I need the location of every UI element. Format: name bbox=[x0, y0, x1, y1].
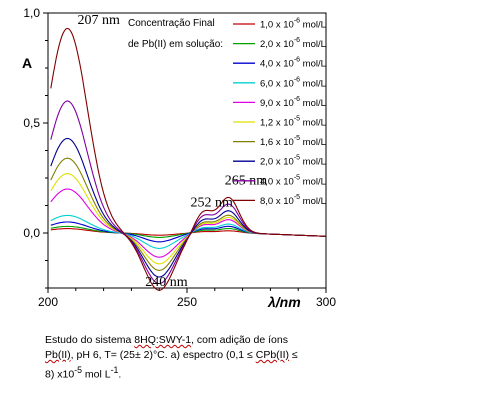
axis-ticks bbox=[43, 12, 327, 293]
x-tick-label: 250 bbox=[177, 295, 197, 309]
peak-annotation: 252 nm bbox=[191, 196, 234, 211]
peak-annotation: 207 nm bbox=[77, 13, 120, 28]
legend-label: 1,0 x 10-6 mol/L bbox=[260, 18, 326, 31]
caption-line-1: Estudo do sistema 8HQ:SWY-1, com adição … bbox=[45, 333, 375, 348]
legend-label: 1,6 x 10-5 mol/L bbox=[260, 135, 326, 148]
legend: Concentração Final de Pb(II) em solução:… bbox=[128, 18, 326, 207]
caption-ion: Pb(II) bbox=[45, 349, 71, 361]
caption-text: Estudo do sistema bbox=[45, 334, 135, 346]
caption-concentration: CPb(II) bbox=[255, 349, 289, 361]
legend-label: 4,0 x 10-5 mol/L bbox=[260, 174, 326, 187]
y-tick-label: 0,0 bbox=[23, 226, 40, 240]
caption-text: mol L bbox=[81, 368, 111, 381]
y-axis-title: A bbox=[22, 55, 32, 71]
caption-line-3: 8) x10-5 mol L-1. bbox=[45, 363, 375, 383]
legend-label: 2,0 x 10-6 mol/L bbox=[260, 37, 326, 50]
legend-label: 9,0 x 10-6 mol/L bbox=[260, 96, 326, 109]
legend-label: 2,0 x 10-5 mol/L bbox=[260, 155, 326, 168]
caption-text: , pH 6, T= (25± 2)°C. a) espectro (0,1 ≤ bbox=[70, 349, 256, 361]
tick-labels: 200 250 300 0,0 0,5 1,0 bbox=[23, 6, 336, 309]
caption-line-2: Pb(II), pH 6, T= (25± 2)°C. a) espectro … bbox=[45, 348, 375, 363]
legend-title-line-2: de Pb(II) em solução: bbox=[128, 39, 223, 50]
legend-items: 1,0 x 10-6 mol/L 2,0 x 10-6 mol/L 4,0 x 10… bbox=[233, 18, 326, 207]
peak-annotation: 240 nm bbox=[145, 275, 188, 290]
chart: 200 250 300 0,0 0,5 1,0 A λ/nm 207 nm 240 nm 25… bbox=[22, 6, 336, 310]
series-line bbox=[50, 27, 327, 291]
legend-title-line-1: Concentração Final bbox=[128, 18, 215, 29]
series-line bbox=[50, 157, 327, 271]
figure-caption: Estudo do sistema 8HQ:SWY-1, com adição … bbox=[45, 333, 375, 383]
series-line bbox=[50, 214, 327, 249]
x-tick-label: 300 bbox=[316, 295, 336, 309]
plot-frame bbox=[47, 12, 327, 289]
x-axis-title: λ/nm bbox=[267, 294, 301, 310]
caption-exponent: -1 bbox=[110, 365, 119, 375]
y-tick-label: 1,0 bbox=[23, 6, 40, 20]
y-tick-label: 0,5 bbox=[23, 116, 40, 130]
spectra-curves bbox=[50, 27, 327, 291]
caption-text: 8) x10 bbox=[45, 368, 75, 381]
caption-system-name: 8HQ:SWY-1 bbox=[134, 334, 192, 346]
caption-exponent: -5 bbox=[74, 365, 82, 375]
caption-text: , com adição de íons bbox=[191, 334, 288, 346]
legend-label: 1,2 x 10-5 mol/L bbox=[260, 116, 326, 129]
legend-label: 8,0 x 10-5 mol/L bbox=[260, 194, 326, 207]
caption-text: ≤ bbox=[289, 349, 298, 361]
plot-area bbox=[47, 12, 327, 291]
legend-label: 6,0 x 10-6 mol/L bbox=[260, 76, 326, 89]
caption-text: . bbox=[118, 368, 122, 381]
x-tick-label: 200 bbox=[38, 295, 58, 309]
legend-label: 4,0 x 10-6 mol/L bbox=[260, 57, 326, 70]
